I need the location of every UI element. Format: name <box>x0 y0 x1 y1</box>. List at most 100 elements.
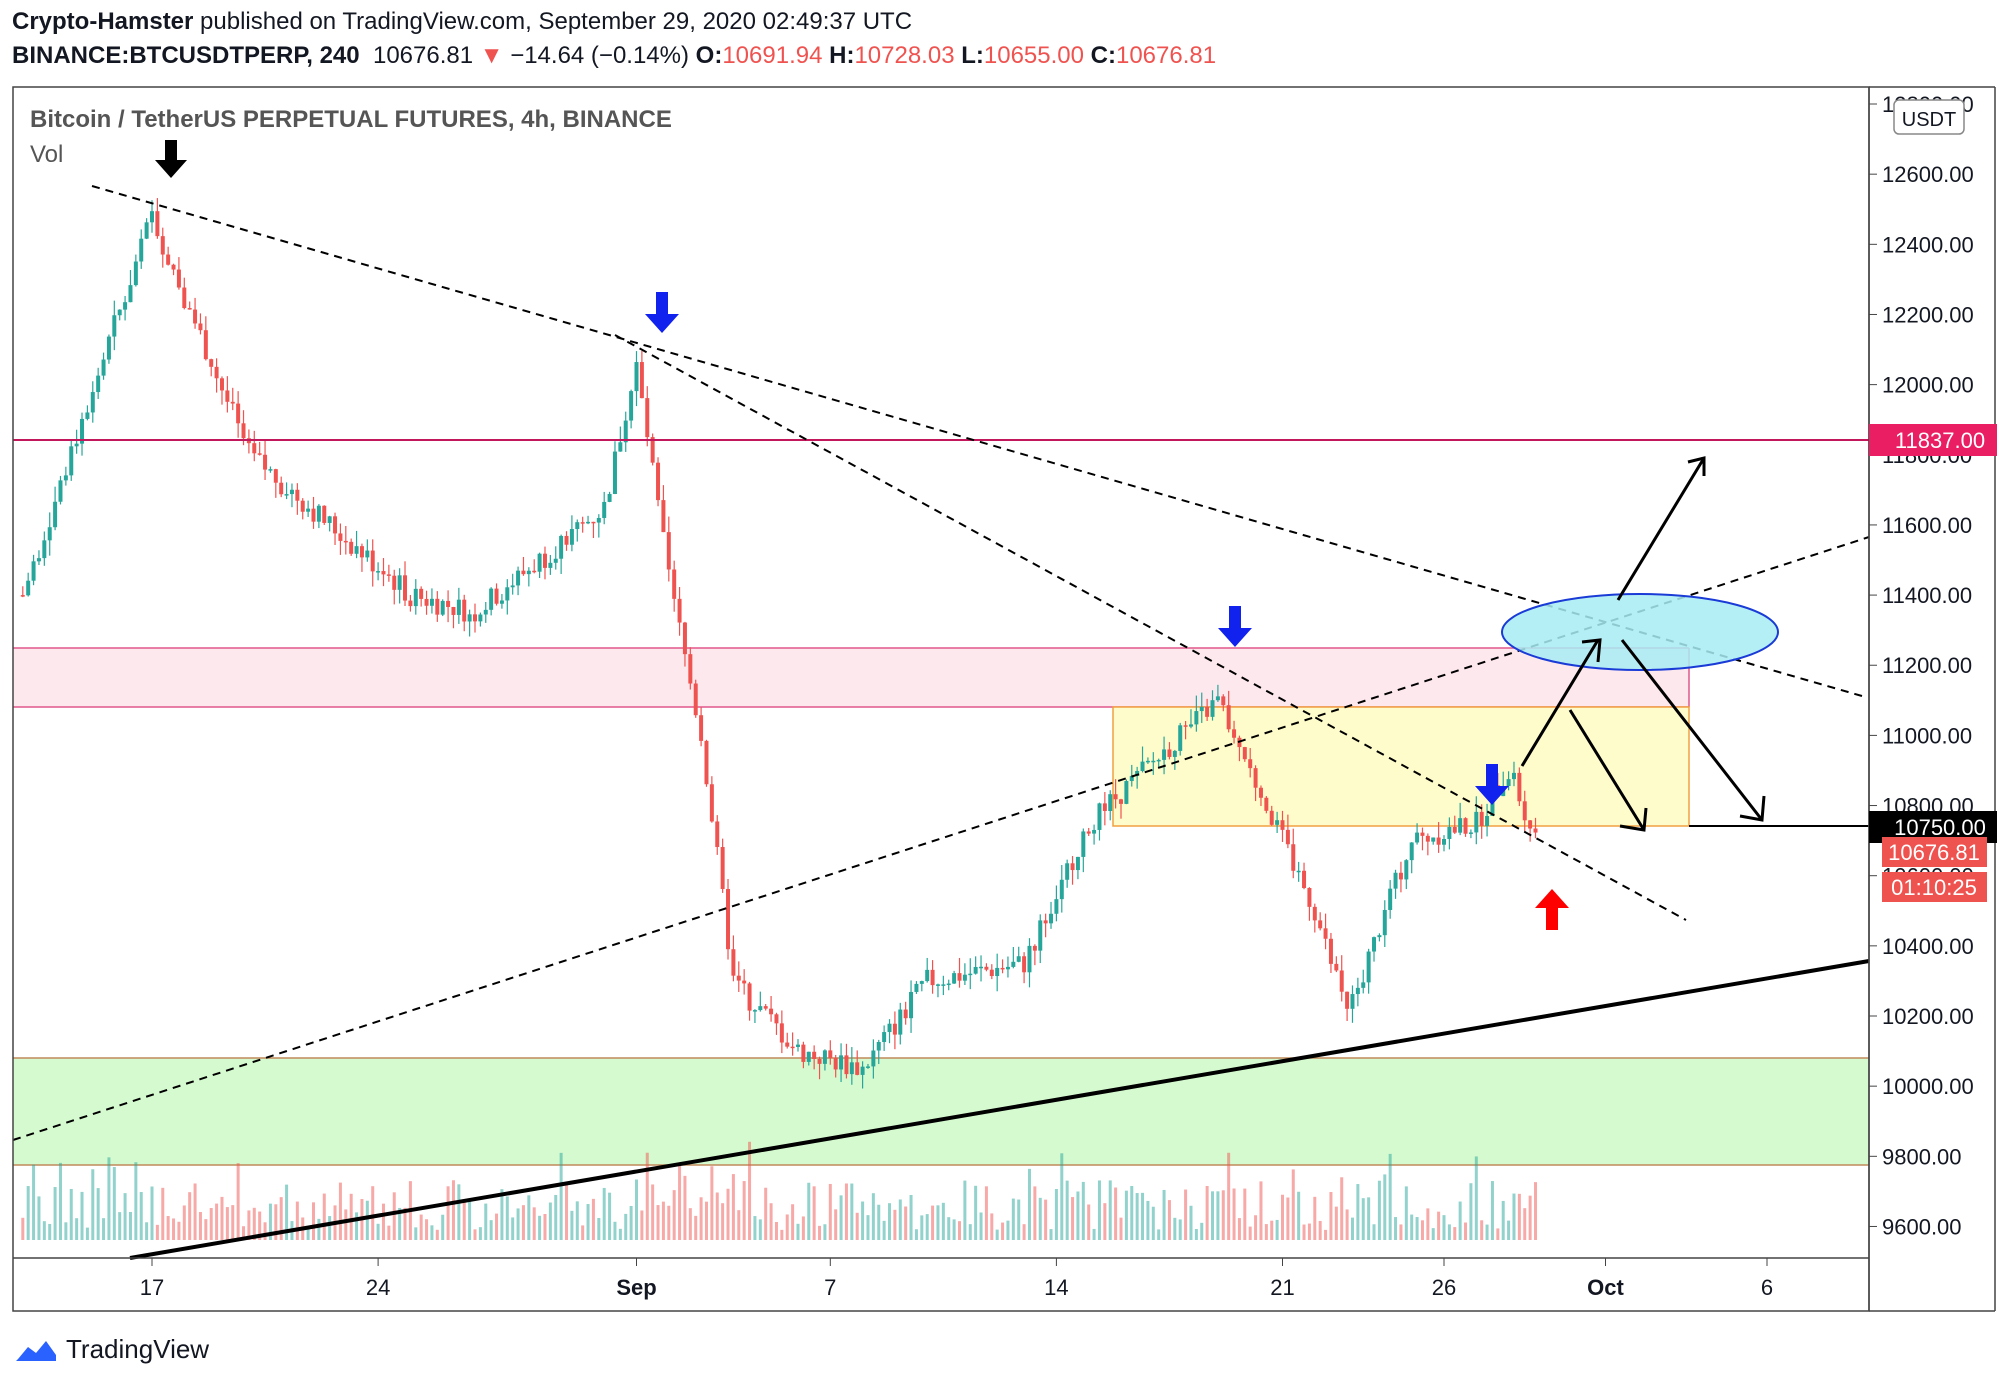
currency-button[interactable] <box>1893 99 1965 135</box>
candle-body <box>483 609 488 615</box>
support-trend-line[interactable] <box>129 959 1870 1260</box>
candle-body <box>1452 826 1457 833</box>
volume-bar <box>258 1211 262 1240</box>
volume-bar <box>1184 1189 1188 1240</box>
candle-body <box>1517 772 1522 802</box>
candle-body <box>682 622 687 655</box>
volume-bar <box>285 1184 289 1240</box>
author-name[interactable]: Crypto-Hamster <box>12 8 194 35</box>
arrow-up-1[interactable] <box>1520 639 1600 767</box>
volume-bar <box>220 1196 224 1240</box>
volume-bar <box>565 1184 569 1240</box>
volume-bar <box>419 1214 423 1240</box>
volume-bar <box>128 1212 132 1240</box>
volume-bar <box>468 1200 472 1240</box>
candle-body <box>429 598 434 606</box>
candle-body <box>752 1010 757 1012</box>
volume-bar <box>231 1205 235 1240</box>
volume-bar <box>608 1192 612 1240</box>
candle-body <box>1043 920 1048 924</box>
volume-bar <box>430 1225 434 1240</box>
candle-body <box>1377 935 1382 938</box>
volume-bar <box>1286 1197 1290 1240</box>
target-ellipse[interactable] <box>1501 593 1779 671</box>
candle-body <box>790 1046 795 1049</box>
candle-body <box>1172 750 1177 757</box>
x-tick-label: Oct <box>1587 1275 1624 1300</box>
arrow-down-2[interactable] <box>1620 639 1764 821</box>
arrow-up-2[interactable] <box>1616 457 1706 601</box>
candle-body <box>230 401 235 404</box>
tradingview-logo[interactable]: TradingView <box>14 1334 209 1365</box>
volume-bar <box>1049 1229 1053 1240</box>
volume-bar <box>624 1213 628 1240</box>
candle-body <box>672 569 677 599</box>
candle-body <box>510 585 515 588</box>
candle-body <box>150 211 154 223</box>
volume-bar <box>559 1152 563 1240</box>
candle-body <box>155 211 160 237</box>
volume-bar <box>268 1203 272 1240</box>
y-tick-label: 12400.00 <box>1882 232 1974 257</box>
arrow-down-1[interactable] <box>1568 709 1646 831</box>
volume-bar <box>898 1199 902 1240</box>
descending-dashed-line-2[interactable] <box>614 334 1687 921</box>
bottom-arrow-red-icon <box>1535 889 1569 930</box>
candle-body <box>720 847 725 890</box>
candle-body <box>1334 963 1339 971</box>
candle-body <box>542 553 547 568</box>
candle-body <box>688 654 693 684</box>
candle-body <box>166 254 171 265</box>
candle-body <box>898 1009 903 1035</box>
volume-bar <box>96 1188 100 1240</box>
candle-body <box>785 1042 790 1047</box>
volume-bar <box>198 1212 202 1240</box>
volume-bar <box>742 1181 746 1240</box>
x-tick-label: 17 <box>140 1275 164 1300</box>
low-label: L: <box>961 42 984 69</box>
candle-body <box>160 236 165 255</box>
candle-body <box>1485 815 1490 826</box>
volume-bar <box>688 1208 692 1240</box>
candle-body <box>440 600 445 615</box>
candle-body <box>650 437 655 463</box>
candle-body <box>257 453 262 455</box>
volume-bar <box>242 1226 246 1240</box>
candle-body <box>478 614 483 622</box>
volume-bar <box>478 1227 482 1240</box>
candle-body <box>1431 837 1436 842</box>
candle-body <box>36 558 41 562</box>
candle-body <box>623 420 628 443</box>
volume-bar <box>263 1222 267 1240</box>
volume-bar <box>888 1203 892 1240</box>
candle-body <box>1221 696 1226 706</box>
x-tick-label: 21 <box>1270 1275 1294 1300</box>
candle-body <box>182 287 187 309</box>
candle-body <box>1398 872 1403 880</box>
volume-bar <box>1270 1220 1274 1240</box>
volume-bar <box>1334 1206 1338 1240</box>
price-axis[interactable]: 12800.0012600.0012400.0012200.0012000.00… <box>1869 92 1974 1239</box>
candle-body <box>747 983 752 1011</box>
volume-bar <box>1060 1153 1064 1240</box>
volume-bar <box>1501 1200 1505 1240</box>
candle-body <box>139 238 144 262</box>
candle-body <box>742 980 747 984</box>
candle-body <box>1269 810 1274 825</box>
x-tick-label: Sep <box>616 1275 656 1300</box>
y-tick-label: 11400.00 <box>1882 583 1972 608</box>
top-arrow-blue-icon <box>645 292 679 333</box>
candle-body <box>763 1006 768 1009</box>
candle-body <box>909 991 914 1019</box>
change-value: −14.64 (−0.14%) <box>510 42 689 69</box>
candle-body <box>1054 899 1059 914</box>
volume-bar <box>172 1218 176 1240</box>
time-axis[interactable]: 17 24 Sep 7 14 21 26 Oct 6 <box>140 1258 1773 1300</box>
candle-body <box>1528 820 1533 829</box>
candle-body <box>106 336 111 360</box>
top-arrow-black-icon <box>155 140 187 178</box>
volume-bar <box>979 1212 983 1240</box>
volume-bar <box>398 1207 402 1240</box>
volume-bar <box>516 1208 520 1240</box>
